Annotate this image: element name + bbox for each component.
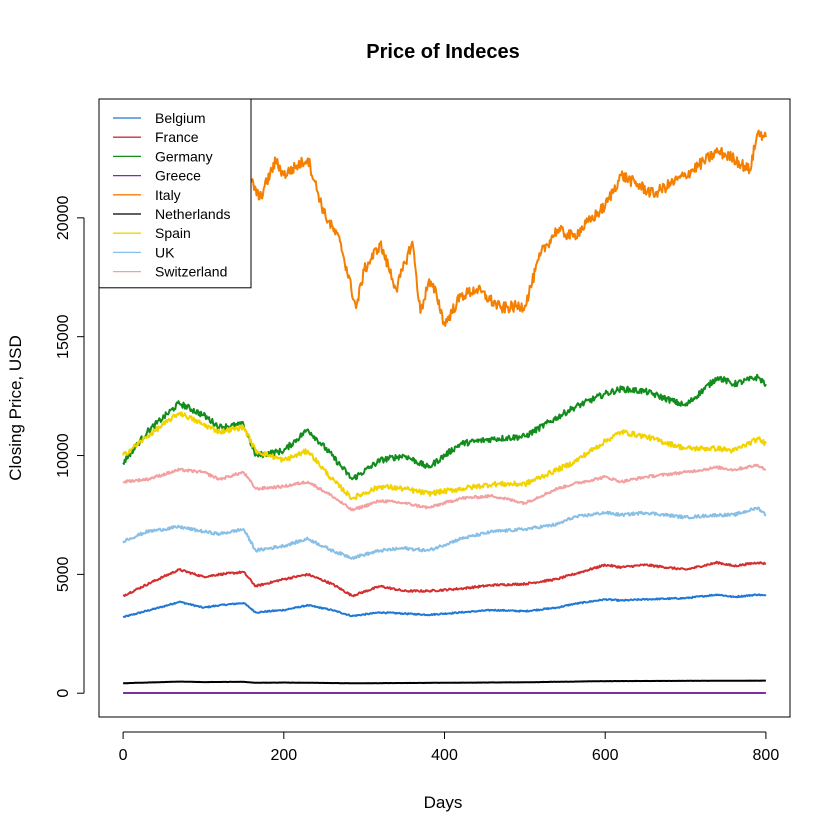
chart-title: Price of Indeces [366,41,519,63]
x-tick-label: 0 [119,747,128,764]
y-tick-label: 5000 [55,556,72,592]
legend-entry: France [155,129,199,145]
x-axis: 0 200 400 600 800 [119,731,780,764]
legend-entry: Netherlands [155,206,231,222]
legend-entry: Greece [155,168,201,184]
series-line-italy [250,129,767,327]
series-line-spain [122,411,767,501]
y-tick-label: 10000 [55,433,72,478]
legend-box [98,98,252,289]
series-line-france [122,560,767,598]
legend-entry: Switzerland [155,264,227,280]
series-line-switzerland [122,463,767,512]
series-line-belgium [122,593,767,619]
series-layer [122,129,767,694]
series-line-netherlands [122,679,767,685]
x-tick-label: 400 [431,747,458,764]
y-tick-label: 15000 [55,314,72,359]
x-tick-label: 200 [270,747,297,764]
plot-frame [98,98,791,718]
y-axis-label: Closing Price, USD [6,335,25,481]
series-line-germany [122,373,767,481]
legend-entry: Spain [155,225,191,241]
legend-entry: UK [155,244,175,260]
legend-entry: Italy [155,187,181,203]
y-tick-label: 0 [55,689,72,698]
legend-entry: Belgium [155,110,206,126]
x-axis-label: Days [424,793,463,812]
x-tick-label: 600 [592,747,619,764]
y-axis: 0 5000 10000 15000 20000 [55,196,85,698]
series-line-uk [122,506,767,560]
legend: Belgium France Germany Greece Italy Netherlan… [98,98,252,289]
legend-entry: Germany [155,148,213,164]
y-tick-label: 20000 [55,196,72,241]
x-tick-label: 800 [753,747,780,764]
